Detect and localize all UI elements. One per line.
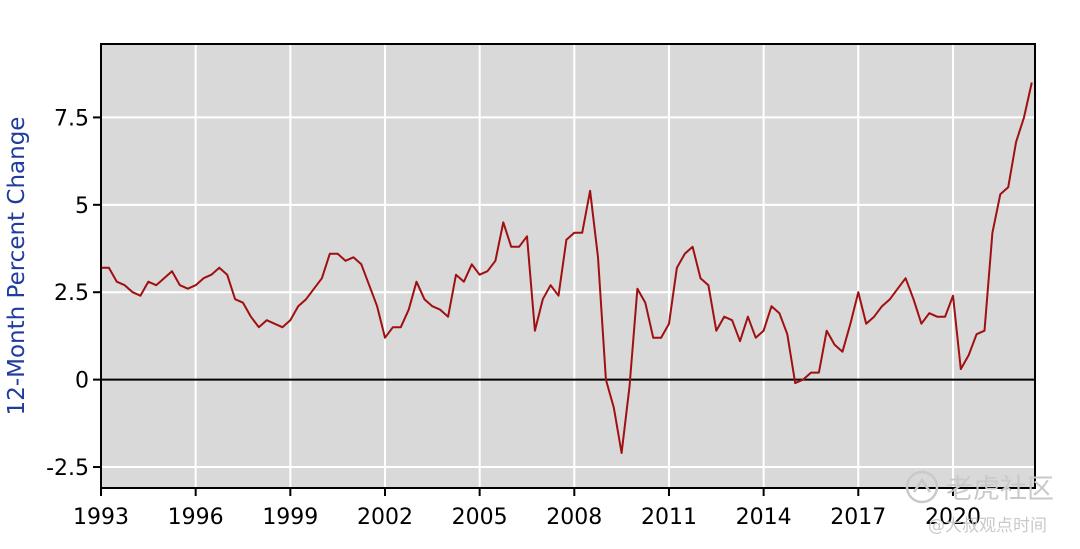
x-tick-label: 2005: [452, 505, 508, 530]
watermark-brand: 老虎社区: [946, 474, 1054, 505]
x-tick-label: 1999: [262, 505, 318, 530]
x-tick-label: 2020: [925, 505, 981, 530]
series-line: [101, 82, 1033, 454]
grid-lines: [100, 44, 1035, 488]
tiger-logo-stripe: [912, 477, 932, 493]
y-axis-label: 12-Month Percent Change: [4, 117, 30, 416]
y-tick-label: 5: [75, 194, 89, 219]
plot-background: [101, 44, 1035, 488]
y-tick-label: 7.5: [54, 106, 89, 131]
x-tick-label: 2011: [641, 505, 697, 530]
x-tick-label: 1993: [73, 505, 129, 530]
watermark-handle: @大叔观点时间: [928, 516, 1047, 536]
x-axis-ticks: 1993 1996 1999 2002 2005 2008 2011 2014 2017 2020: [73, 488, 981, 530]
y-tick-label: 2.5: [54, 281, 89, 306]
x-tick-label: 2014: [736, 505, 792, 530]
x-tick-label: 2017: [830, 505, 886, 530]
plot-frame: [100, 43, 1036, 489]
x-tick-label: 1996: [168, 505, 224, 530]
y-tick-label: -2.5: [46, 456, 89, 481]
y-axis-ticks: -2.5 0 2.5 5 7.5: [46, 106, 101, 481]
x-tick-label: 2002: [357, 505, 413, 530]
watermark: 老虎社区 @大叔观点时间: [905, 470, 1054, 536]
y-tick-label: 0: [75, 369, 89, 394]
tiger-logo-icon: [905, 470, 939, 504]
x-tick-label: 2008: [546, 505, 602, 530]
